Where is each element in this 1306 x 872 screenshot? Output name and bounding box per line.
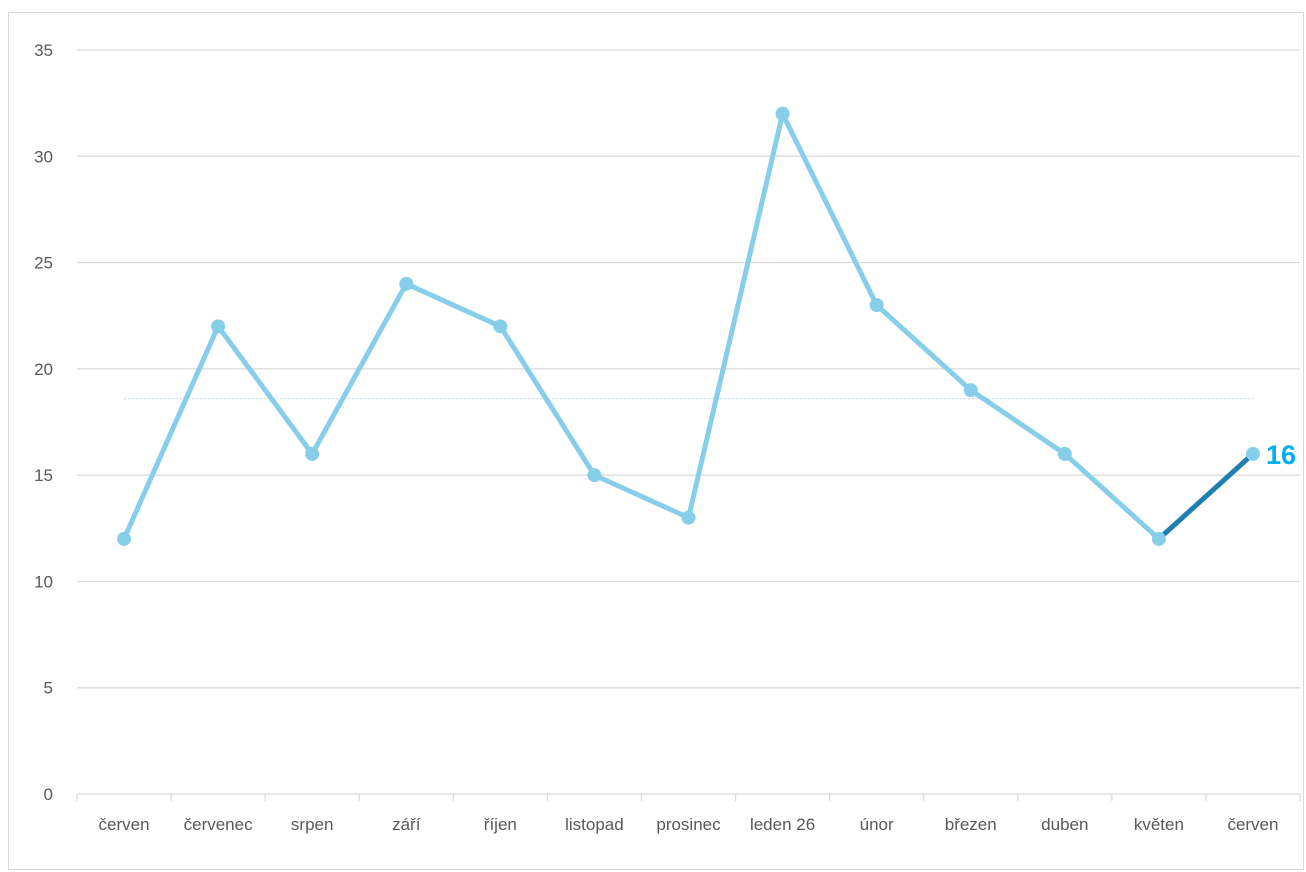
data-point-marker (493, 319, 508, 334)
y-tick-label: 10 (34, 572, 53, 591)
series-line-group (117, 106, 1260, 546)
series-line (121, 111, 1162, 542)
y-tick-label: 0 (44, 785, 53, 804)
data-point-marker (1151, 531, 1166, 546)
y-tick-label: 35 (34, 41, 53, 60)
x-tick-label: červen (99, 815, 150, 834)
x-tick-label: březen (945, 815, 997, 834)
x-tick-label: srpen (291, 815, 334, 834)
data-point-marker (869, 298, 884, 313)
data-point-marker (1245, 446, 1260, 461)
last-value-label: 16 (1266, 440, 1296, 470)
x-tick-label: prosinec (656, 815, 721, 834)
x-tick-label: říjen (484, 815, 517, 834)
data-point-marker (399, 276, 414, 291)
x-tick-label: únor (860, 815, 894, 834)
data-point-marker (587, 468, 602, 483)
data-point-marker (305, 446, 320, 461)
data-point-marker (775, 106, 790, 121)
x-tick-label: září (392, 815, 421, 834)
y-tick-label: 25 (34, 254, 53, 273)
x-tick-label: leden 26 (750, 815, 815, 834)
data-point-marker (211, 319, 226, 334)
labels: 16 (1266, 440, 1296, 470)
data-point-marker (681, 510, 696, 525)
y-tick-label: 5 (44, 679, 53, 698)
chart-area (8, 12, 1304, 870)
y-tick-label: 20 (34, 360, 53, 379)
x-tick-label: červen (1227, 815, 1278, 834)
x-tick-label: duben (1041, 815, 1088, 834)
last-segment-line (1156, 451, 1256, 542)
data-point-marker (1057, 446, 1072, 461)
data-point-marker (963, 383, 978, 398)
y-tick-label: 15 (34, 466, 53, 485)
axes: 0 5 10 15 20 25 30 35 červen červenec srpen září říj… (34, 41, 1301, 834)
data-point-marker (117, 531, 132, 546)
y-tick-label: 30 (34, 147, 53, 166)
x-tick-label: květen (1134, 815, 1184, 834)
gridlines (77, 49, 1300, 689)
x-tick-label: červenec (184, 815, 253, 834)
x-tick-label: listopad (565, 815, 624, 834)
